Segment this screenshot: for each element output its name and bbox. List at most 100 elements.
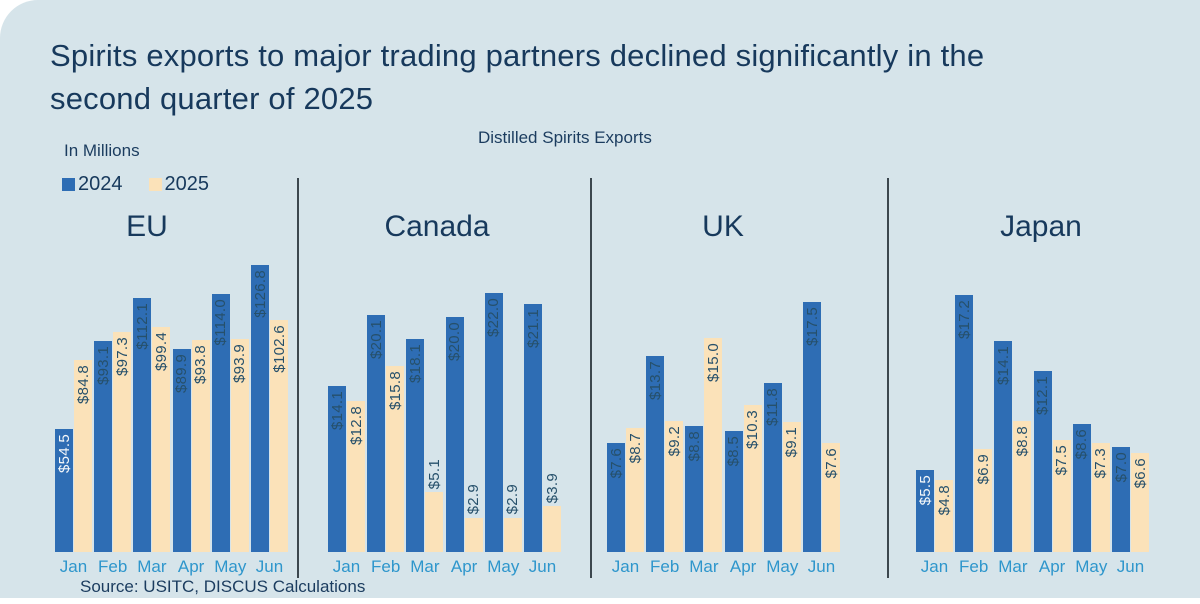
bar-japan-2025-may bbox=[1091, 442, 1110, 552]
month-label-japan-may: May bbox=[1075, 557, 1108, 576]
value-label-eu-2025-jun: $102.6 bbox=[270, 324, 288, 373]
bar-eu-2025-mar bbox=[152, 327, 171, 552]
bar-eu-2025-apr bbox=[191, 339, 210, 552]
value-label-canada-2025-may: $2.9 bbox=[504, 484, 522, 515]
value-label-japan-2025-may: $7.3 bbox=[1092, 447, 1110, 479]
bar-uk-2024-apr bbox=[724, 430, 743, 552]
month-label-eu-jun: Jun bbox=[255, 557, 284, 576]
legend-label-2025: 2025 bbox=[164, 173, 210, 195]
bar-canada-2025-apr bbox=[464, 517, 483, 552]
bar-uk-2024-jun bbox=[803, 302, 821, 552]
bar-uk-2025-mar bbox=[704, 337, 723, 552]
value-label-uk-2024-jun: $17.5 bbox=[803, 307, 821, 347]
bar-canada-2025-jun bbox=[543, 506, 561, 552]
panel-divider-1 bbox=[297, 178, 299, 578]
bar-uk-2024-feb bbox=[646, 356, 665, 552]
month-label-japan-apr: Apr bbox=[1038, 557, 1066, 576]
value-label-uk-2025-apr: $10.3 bbox=[744, 409, 762, 449]
bar-japan-2024-may bbox=[1072, 423, 1091, 552]
bar-eu-2024-apr bbox=[172, 348, 191, 552]
value-label-eu-2024-jun: $126.8 bbox=[251, 270, 269, 318]
bar-japan-2025-apr bbox=[1052, 439, 1071, 552]
value-label-canada-2025-jan: $12.8 bbox=[347, 406, 365, 446]
value-label-canada-2024-mar: $18.1 bbox=[406, 343, 424, 383]
bar-uk-2024-may bbox=[763, 383, 782, 552]
source-text: Source: USITC, DISCUS Calculations bbox=[80, 577, 366, 596]
bar-canada-2024-apr bbox=[445, 316, 464, 552]
bar-eu-2025-may bbox=[230, 339, 249, 552]
bar-eu-2024-feb bbox=[94, 341, 113, 552]
bar-japan-2024-mar bbox=[994, 341, 1013, 552]
bar-japan-2025-jan bbox=[935, 480, 953, 552]
month-label-eu-may: May bbox=[214, 557, 247, 576]
month-label-canada-jun: Jun bbox=[528, 557, 557, 576]
value-label-eu-2024-mar: $112.1 bbox=[133, 303, 151, 350]
value-label-uk-2024-jan: $7.6 bbox=[607, 448, 625, 479]
value-label-uk-2025-feb: $9.2 bbox=[665, 425, 683, 456]
legend-item-2025: 2025 bbox=[148, 173, 210, 196]
bar-japan-2024-jun bbox=[1112, 447, 1130, 552]
bar-canada-2025-jan bbox=[347, 401, 365, 552]
month-label-eu-apr: Apr bbox=[177, 557, 205, 576]
bar-uk-2024-mar bbox=[685, 426, 704, 552]
bar-canada-2024-jan bbox=[328, 386, 346, 552]
value-label-uk-2024-mar: $8.8 bbox=[685, 431, 703, 462]
value-label-japan-2025-mar: $8.8 bbox=[1013, 425, 1031, 456]
value-label-japan-2024-jan: $5.5 bbox=[916, 474, 934, 506]
value-label-canada-2025-jun: $3.9 bbox=[543, 472, 561, 504]
value-label-canada-2025-apr: $2.9 bbox=[465, 484, 483, 515]
month-label-canada-mar: Mar bbox=[410, 557, 440, 576]
value-label-canada-2024-jun: $21.1 bbox=[524, 308, 542, 348]
panel-divider-2 bbox=[590, 178, 592, 578]
value-label-canada-2025-feb: $15.8 bbox=[386, 370, 404, 411]
month-label-eu-jan: Jan bbox=[59, 557, 88, 576]
value-label-canada-2024-may: $22.0 bbox=[485, 298, 503, 338]
bar-canada-2024-jun bbox=[524, 303, 542, 552]
bar-canada-2024-feb bbox=[367, 315, 386, 552]
page-title: Spirits exports to major trading partner… bbox=[50, 34, 1160, 120]
bar-japan-2025-jun bbox=[1131, 453, 1149, 552]
month-label-japan-feb: Feb bbox=[959, 557, 989, 576]
month-label-canada-may: May bbox=[487, 557, 520, 576]
month-label-uk-jun: Jun bbox=[807, 557, 836, 576]
value-label-japan-2025-feb: $6.9 bbox=[974, 453, 992, 485]
bar-canada-2025-may bbox=[503, 517, 522, 552]
month-label-uk-jan: Jan bbox=[611, 557, 640, 576]
value-label-canada-2025-mar: $5.1 bbox=[425, 458, 443, 489]
panel-title-uk: UK bbox=[702, 210, 744, 243]
value-label-eu-2024-jan: $54.5 bbox=[55, 433, 73, 473]
page-title-line-2: second quarter of 2025 bbox=[50, 81, 374, 116]
month-label-eu-mar: Mar bbox=[137, 557, 167, 576]
chart-subtitle: Distilled Spirits Exports bbox=[478, 128, 652, 147]
month-label-canada-apr: Apr bbox=[450, 557, 478, 576]
legend: 2024 2025 bbox=[62, 173, 209, 196]
units-label: In Millions bbox=[64, 141, 140, 160]
value-label-japan-2025-apr: $7.5 bbox=[1053, 444, 1071, 476]
month-label-japan-jun: Jun bbox=[1116, 557, 1145, 576]
value-label-uk-2025-jun: $7.6 bbox=[822, 448, 840, 479]
bar-eu-2024-jun bbox=[251, 265, 269, 552]
value-label-japan-2024-feb: $17.2 bbox=[955, 300, 973, 340]
bar-eu-2025-jan bbox=[74, 360, 92, 552]
bar-japan-2025-mar bbox=[1013, 420, 1032, 552]
month-label-japan-mar: Mar bbox=[998, 557, 1028, 576]
value-label-canada-2024-feb: $20.1 bbox=[367, 320, 385, 360]
value-label-japan-2025-jun: $6.6 bbox=[1131, 458, 1149, 489]
panel-title-canada: Canada bbox=[384, 210, 490, 243]
bar-eu-2024-may bbox=[211, 293, 230, 552]
value-label-canada-2024-jan: $14.1 bbox=[328, 391, 346, 431]
value-label-eu-2024-apr: $89.9 bbox=[173, 353, 191, 393]
bar-uk-2024-jan bbox=[607, 443, 625, 552]
bar-japan-2024-jan bbox=[916, 469, 934, 552]
value-label-eu-2024-may: $114.0 bbox=[212, 298, 230, 346]
value-label-eu-2025-feb: $97.3 bbox=[113, 336, 131, 376]
month-label-canada-feb: Feb bbox=[371, 557, 401, 576]
legend-swatch-2024 bbox=[62, 178, 75, 191]
value-label-japan-2024-may: $8.6 bbox=[1073, 428, 1091, 459]
bar-eu-2025-jun bbox=[270, 319, 288, 552]
value-label-japan-2024-apr: $12.1 bbox=[1034, 376, 1052, 416]
bar-canada-2025-mar bbox=[425, 491, 444, 552]
panel-title-eu: EU bbox=[126, 210, 168, 243]
bar-uk-2025-jun bbox=[822, 443, 840, 552]
